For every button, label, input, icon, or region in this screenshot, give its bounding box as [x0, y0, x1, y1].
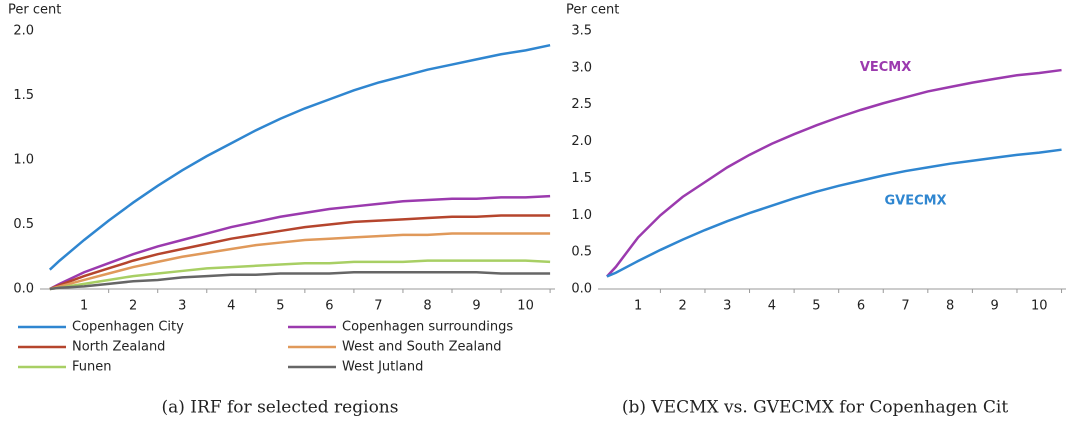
y-tick-label: 0.5 — [571, 245, 592, 260]
line-series — [49, 232, 551, 291]
y-tick-label: 0.5 — [13, 217, 34, 232]
series-label: GVECMX — [884, 194, 946, 209]
line-series — [49, 194, 551, 291]
legend-label: West and South Zealand — [342, 340, 502, 355]
x-tick-label: 4 — [768, 299, 776, 314]
y-tick-label: 2.5 — [571, 97, 592, 112]
line-series — [49, 270, 551, 291]
x-tick-label: 6 — [857, 299, 865, 314]
x-tick-label: 10 — [517, 299, 534, 314]
line-series — [605, 68, 1062, 278]
y-tick-label: 2.0 — [13, 24, 34, 39]
y-tick-label: 1.5 — [13, 88, 34, 103]
x-tick-label: 3 — [723, 299, 731, 314]
y-axis-label: Per cent — [566, 3, 619, 18]
x-tick-label: 9 — [991, 299, 999, 314]
x-tick-label: 9 — [472, 299, 480, 314]
caption: (a) IRF for selected regions — [162, 398, 399, 418]
x-tick-label: 4 — [227, 299, 235, 314]
x-tick-label: 1 — [634, 299, 642, 314]
x-tick-label: 10 — [1031, 299, 1048, 314]
x-tick-label: 8 — [423, 299, 431, 314]
x-tick-label: 2 — [129, 299, 137, 314]
line-series — [49, 214, 551, 291]
x-tick-label: 1 — [80, 299, 88, 314]
y-tick-label: 1.0 — [571, 208, 592, 223]
y-axis-label: Per cent — [8, 3, 61, 18]
x-tick-label: 5 — [276, 299, 284, 314]
y-tick-label: 3.0 — [571, 60, 592, 75]
y-tick-label: 0.0 — [13, 282, 34, 297]
y-tick-label: 1.5 — [571, 171, 592, 186]
x-tick-label: 8 — [946, 299, 954, 314]
x-tick-label: 5 — [812, 299, 820, 314]
caption: (b) VECMX vs. GVECMX for Copenhagen Cit — [622, 398, 1008, 418]
x-tick-label: 3 — [178, 299, 186, 314]
x-tick-label: 7 — [374, 299, 382, 314]
y-tick-label: 1.0 — [13, 153, 34, 168]
line-series — [49, 259, 551, 291]
x-tick-label: 2 — [679, 299, 687, 314]
line-series — [48, 43, 551, 271]
x-tick-label: 7 — [901, 299, 909, 314]
legend-label: Copenhagen surroundings — [342, 320, 513, 335]
y-tick-label: 3.5 — [571, 24, 592, 39]
legend-label: Copenhagen City — [72, 320, 184, 335]
legend-label: West Jutland — [342, 360, 423, 375]
y-tick-label: 0.0 — [571, 282, 592, 297]
legend-label: Funen — [72, 360, 111, 375]
x-tick-label: 6 — [325, 299, 333, 314]
y-tick-label: 2.0 — [571, 134, 592, 149]
line-series — [606, 148, 1062, 278]
series-label: VECMX — [860, 60, 911, 75]
legend-label: North Zealand — [72, 340, 165, 355]
